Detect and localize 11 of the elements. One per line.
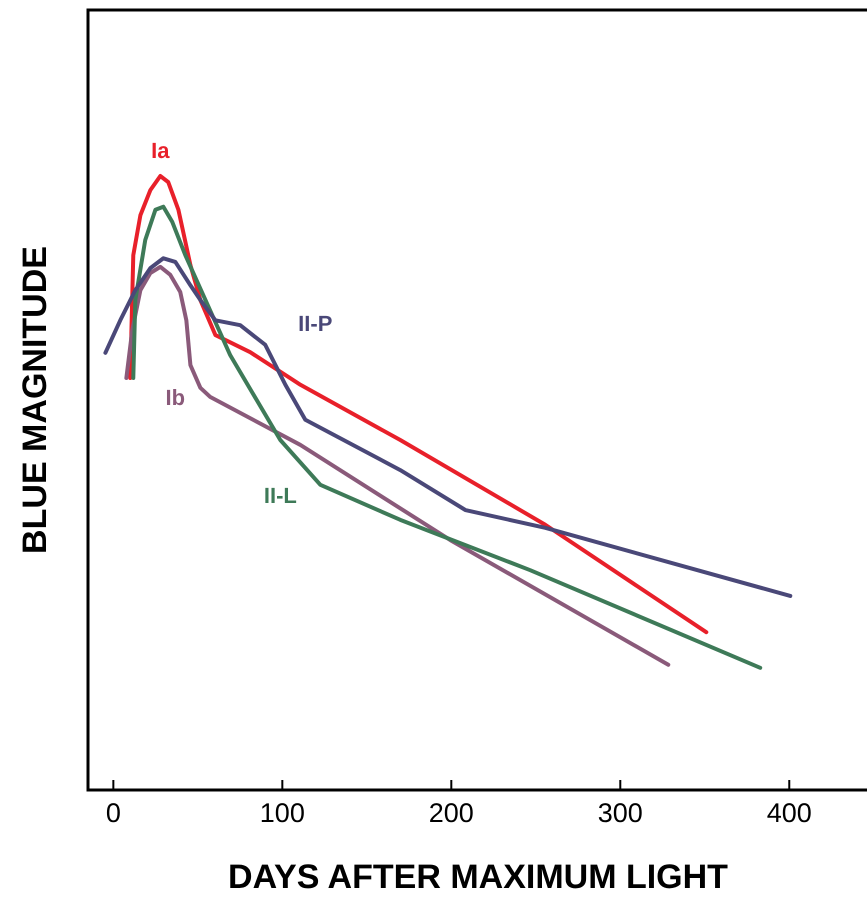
x-axis-title: DAYS AFTER MAXIMUM LIGHT <box>228 858 728 896</box>
x-tick-label: 400 <box>766 798 812 828</box>
y-axis-title: BLUE MAGNITUDE <box>16 246 54 554</box>
x-tick-label: 300 <box>598 798 643 828</box>
series-label: II-L <box>264 482 297 508</box>
x-tick-label: 200 <box>428 798 474 828</box>
series-label: Ia <box>151 138 170 163</box>
x-tick-label: 100 <box>260 798 305 828</box>
series-label: Ib <box>166 385 186 410</box>
series-label: II-P <box>298 310 332 336</box>
x-tick-label: 0 <box>106 798 121 828</box>
